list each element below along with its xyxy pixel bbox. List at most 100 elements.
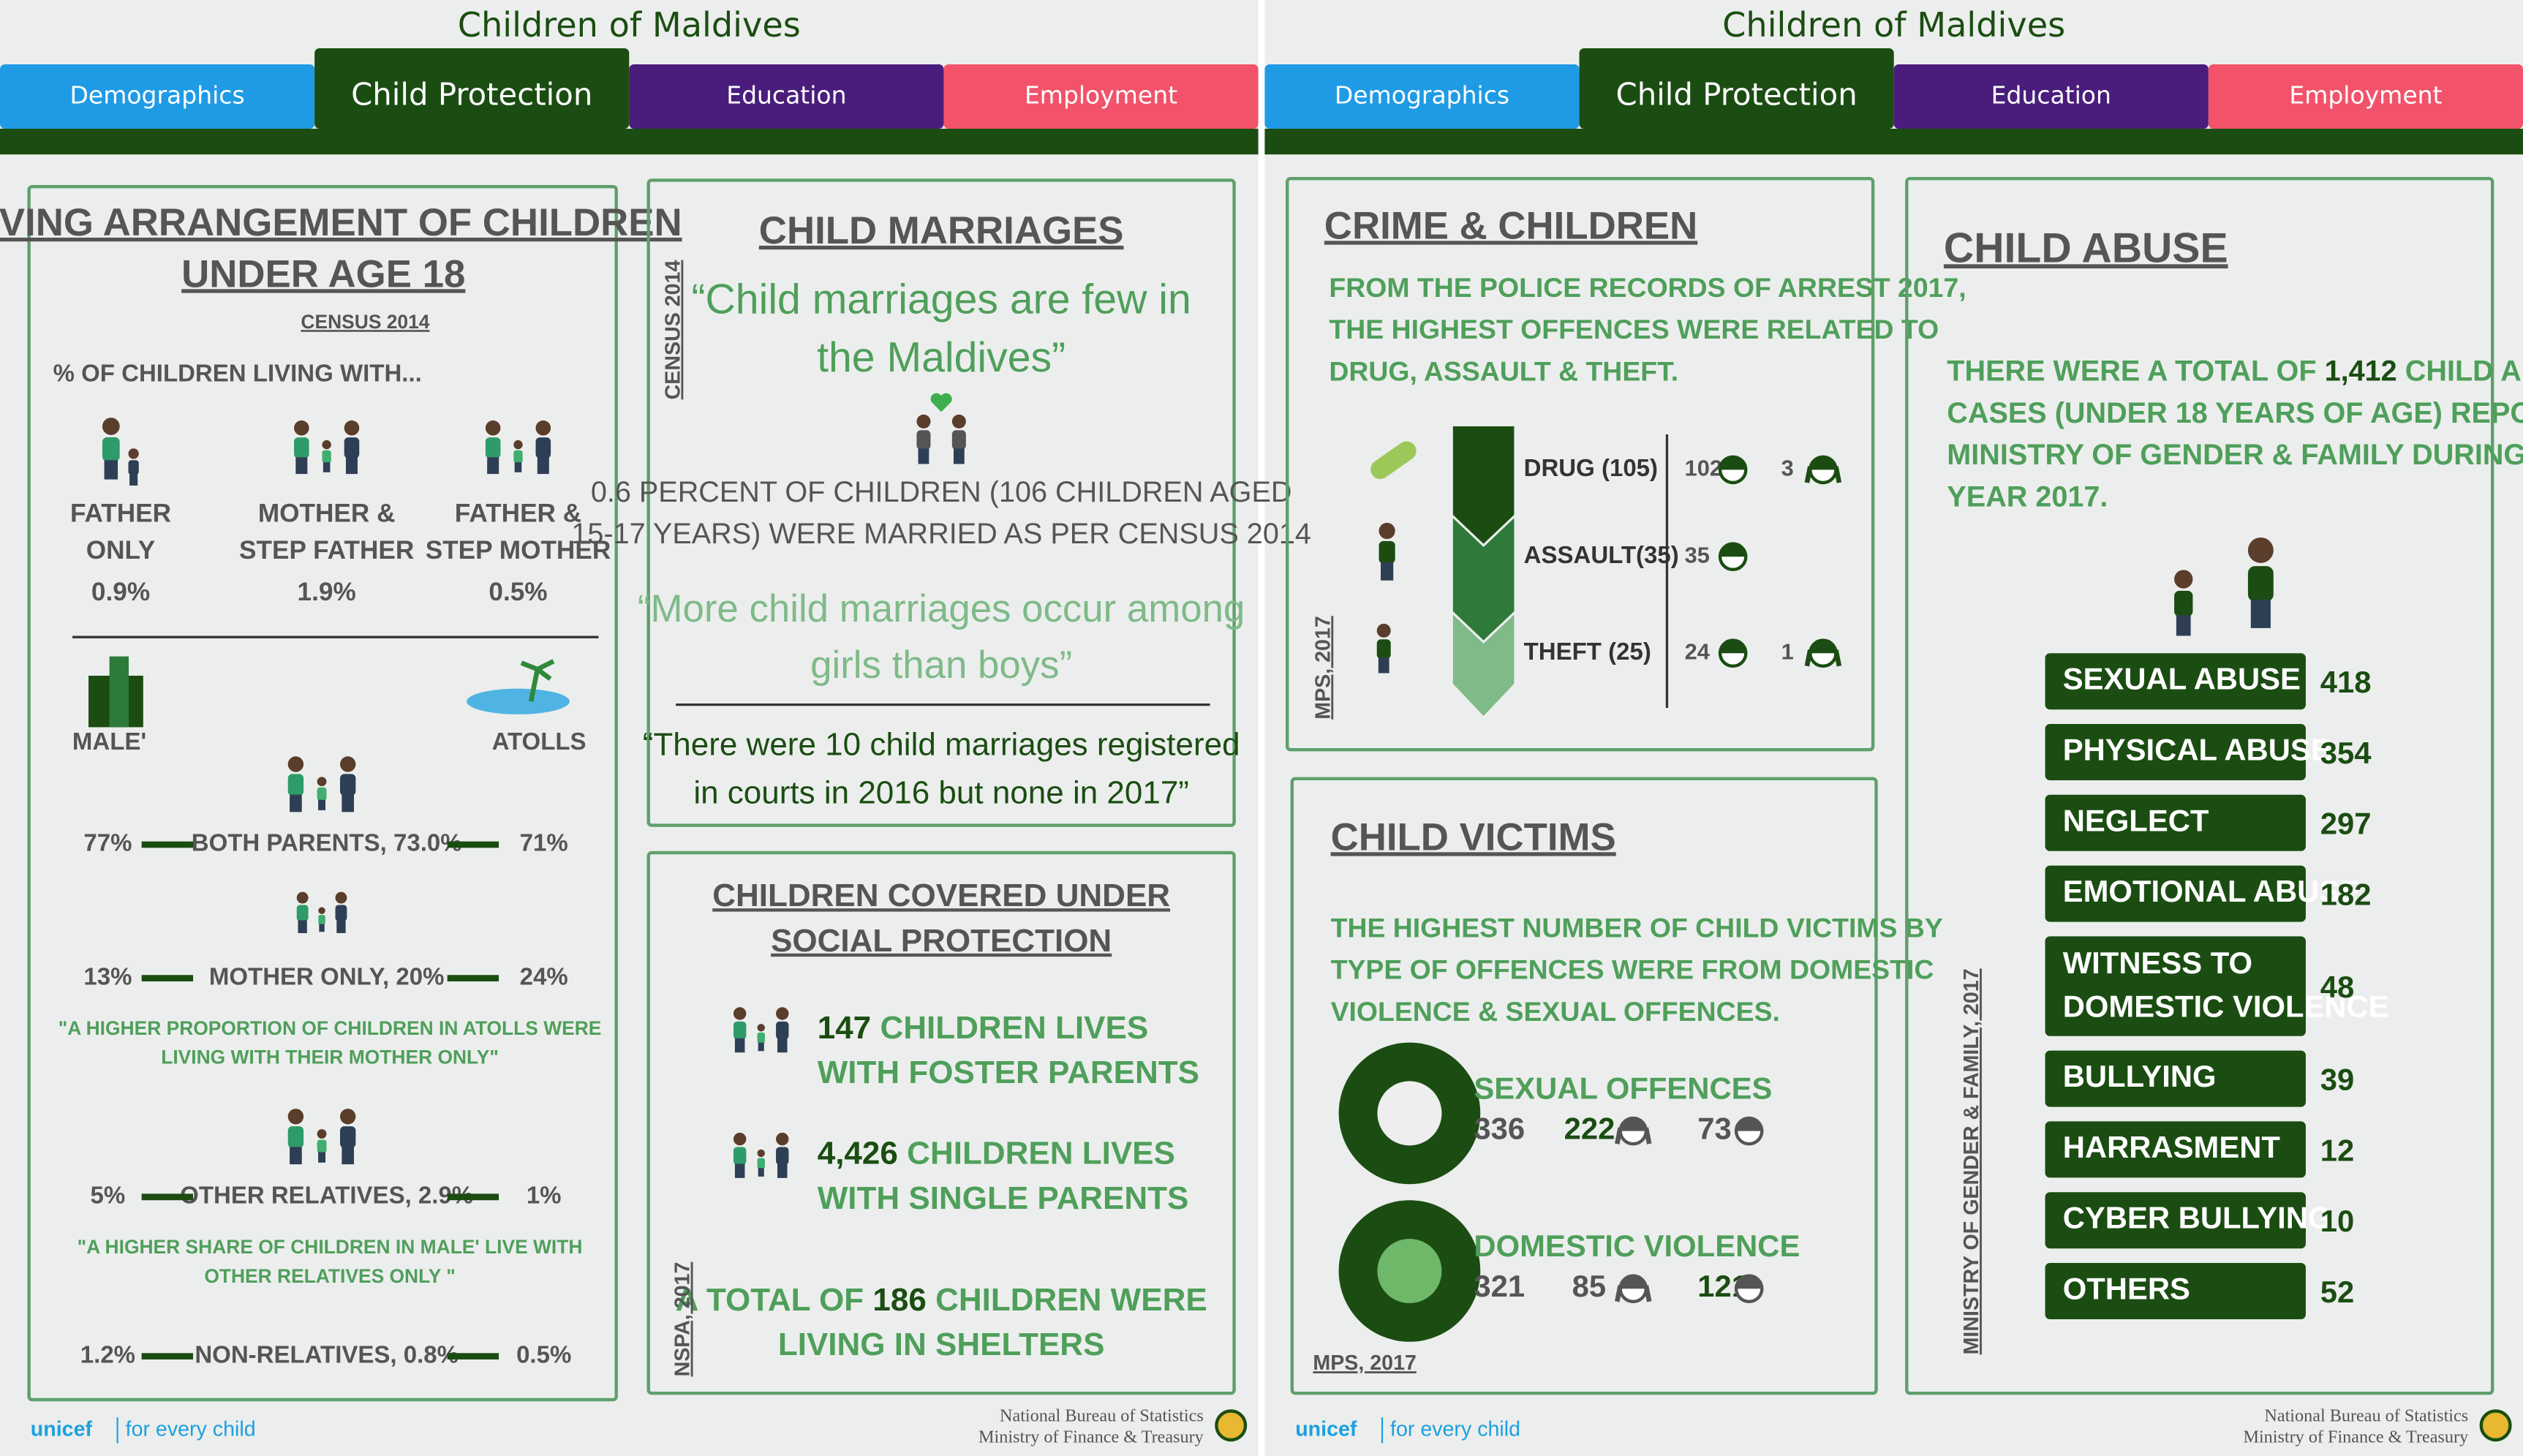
person-icon bbox=[757, 1149, 765, 1177]
label: ONLY bbox=[86, 536, 156, 565]
label-part: 1,412 bbox=[2325, 355, 2397, 388]
head bbox=[1379, 522, 1395, 540]
unicef-slogan: for every child bbox=[126, 1417, 256, 1441]
label: 0.6 PERCENT OF CHILDREN (106 CHILDREN AG… bbox=[591, 476, 1292, 508]
value: 102 bbox=[1685, 456, 1722, 481]
head bbox=[776, 1132, 789, 1146]
value: 12 bbox=[2320, 1133, 2355, 1167]
label-part: A TOTAL OF bbox=[676, 1281, 864, 1317]
person-icon bbox=[757, 1024, 765, 1052]
label: NON-RELATIVES, 0.8% bbox=[195, 1340, 459, 1368]
head bbox=[317, 1129, 327, 1139]
person-icon bbox=[296, 891, 309, 933]
quote: “There were 10 child marriages registere… bbox=[643, 726, 1240, 762]
value: 52 bbox=[2320, 1275, 2355, 1309]
label-part: CHILDREN LIVES bbox=[880, 1010, 1148, 1046]
person-icon bbox=[335, 891, 347, 933]
tab-label: Child Protection bbox=[351, 77, 592, 113]
tab bbox=[314, 48, 630, 129]
source: MPS, 2017 bbox=[1311, 616, 1335, 719]
label: TYPE OF OFFENCES WERE FROM DOMESTIC bbox=[1331, 954, 1934, 985]
head bbox=[317, 777, 327, 787]
body bbox=[287, 774, 304, 796]
label: WITH FOSTER PARENTS bbox=[818, 1055, 1199, 1090]
tab bbox=[1264, 64, 1580, 129]
quote: “More child marriages occur among bbox=[638, 587, 1245, 630]
body bbox=[776, 1021, 789, 1040]
legs bbox=[342, 1147, 355, 1165]
hair bbox=[1720, 456, 1746, 470]
hair bbox=[1810, 456, 1836, 470]
value: 3 bbox=[1781, 456, 1794, 481]
legs bbox=[345, 457, 358, 475]
page-title: Children of Maldives bbox=[458, 5, 801, 45]
label: 15-17 YEARS) WERE MARRIED AS PER CENSUS … bbox=[571, 518, 1311, 550]
value: 5% bbox=[91, 1182, 126, 1209]
section-title: CRIME & CHILDREN bbox=[1324, 204, 1697, 247]
person-icon bbox=[287, 756, 304, 812]
tab-label: Child Protection bbox=[1616, 77, 1858, 113]
legs bbox=[2250, 600, 2271, 628]
value: 24% bbox=[520, 962, 568, 989]
head bbox=[335, 891, 347, 904]
legs bbox=[290, 794, 302, 812]
value: 1 bbox=[1781, 638, 1794, 664]
legs bbox=[734, 1163, 745, 1178]
body bbox=[340, 774, 356, 796]
person-icon bbox=[733, 1132, 747, 1178]
head bbox=[296, 891, 309, 904]
label: MOTHER & bbox=[258, 499, 396, 527]
value: 35 bbox=[1685, 542, 1710, 567]
source: CENSUS 2014 bbox=[661, 260, 685, 400]
body bbox=[1376, 639, 1391, 659]
value: 24 bbox=[1685, 638, 1710, 664]
arrow-segment bbox=[1452, 614, 1515, 716]
value: 10 bbox=[2320, 1204, 2355, 1238]
label: FATHER & bbox=[455, 499, 581, 527]
hair bbox=[1620, 1275, 1646, 1289]
section-title: SOCIAL PROTECTION bbox=[771, 923, 1112, 959]
boy-icon bbox=[1718, 455, 1748, 485]
person-icon bbox=[128, 448, 139, 486]
abuse-bar bbox=[2045, 794, 2306, 851]
body bbox=[317, 787, 327, 801]
tab bbox=[2208, 64, 2523, 129]
tab-bar bbox=[0, 129, 1259, 155]
subtitle: % OF CHILDREN LIVING WITH... bbox=[53, 359, 422, 386]
head bbox=[485, 420, 501, 436]
person-icon bbox=[340, 1109, 356, 1165]
legs bbox=[777, 1163, 788, 1178]
head bbox=[757, 1149, 765, 1158]
head bbox=[128, 448, 139, 459]
body bbox=[733, 1021, 747, 1040]
label: DOMESTIC VIOLENCE bbox=[1474, 1229, 1800, 1263]
divider bbox=[1258, 0, 1265, 1456]
tab-label: Demographics bbox=[69, 81, 244, 110]
value: 0.5% bbox=[489, 578, 547, 606]
label: FROM THE POLICE RECORDS OF ARREST 2017, bbox=[1329, 272, 1966, 303]
source: MINISTRY OF GENDER & FAMILY, 2017 bbox=[1960, 968, 1983, 1354]
label: 147 CHILDREN LIVES bbox=[818, 1010, 1148, 1046]
legs bbox=[290, 1147, 302, 1165]
head bbox=[102, 418, 120, 435]
palm-icon bbox=[520, 659, 555, 702]
girl-icon bbox=[1804, 455, 1842, 485]
city-icon bbox=[109, 656, 129, 728]
body bbox=[916, 430, 931, 450]
quote: OTHER RELATIVES ONLY " bbox=[204, 1265, 455, 1287]
panel-box bbox=[646, 178, 1236, 827]
body bbox=[1379, 540, 1395, 564]
value: 1.2% bbox=[80, 1340, 135, 1368]
quote: "A HIGHER PROPORTION OF CHILDREN IN ATOL… bbox=[59, 1017, 602, 1039]
arrow-segment bbox=[1452, 426, 1515, 544]
stressed-figure bbox=[2247, 537, 2274, 628]
body bbox=[287, 1126, 304, 1148]
abuse-bar bbox=[2045, 1121, 2306, 1178]
drug-icon bbox=[1370, 441, 1417, 480]
legs bbox=[758, 1042, 764, 1052]
assault-icon bbox=[1379, 522, 1395, 581]
label: SEXUAL ABUSE bbox=[2063, 662, 2301, 696]
hair bbox=[1720, 640, 1746, 654]
place: ATOLLS bbox=[492, 728, 587, 755]
